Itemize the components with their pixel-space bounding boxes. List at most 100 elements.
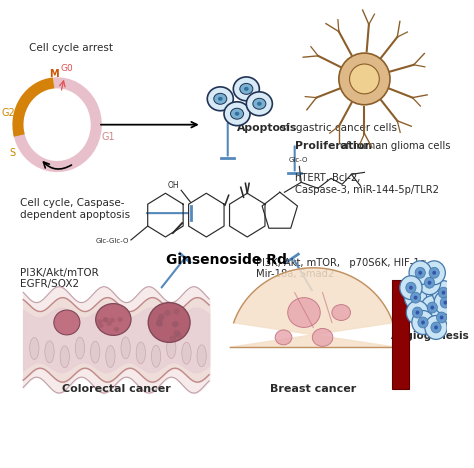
Text: Ginsenoside Rd: Ginsenoside Rd — [166, 253, 287, 267]
Circle shape — [419, 271, 422, 275]
Circle shape — [425, 315, 447, 339]
Ellipse shape — [312, 329, 333, 346]
Ellipse shape — [60, 346, 69, 368]
Ellipse shape — [156, 333, 163, 339]
Circle shape — [442, 291, 446, 295]
Ellipse shape — [246, 92, 273, 116]
Ellipse shape — [148, 303, 190, 343]
Ellipse shape — [151, 345, 161, 367]
Ellipse shape — [102, 317, 107, 322]
Ellipse shape — [30, 337, 39, 359]
Circle shape — [427, 302, 438, 313]
Ellipse shape — [182, 342, 191, 364]
Circle shape — [410, 292, 421, 303]
Ellipse shape — [175, 316, 182, 322]
Ellipse shape — [349, 64, 379, 94]
Circle shape — [414, 296, 418, 300]
Text: Cell cycle, Caspase-
dependent apoptosis: Cell cycle, Caspase- dependent apoptosis — [20, 198, 130, 220]
Circle shape — [440, 297, 450, 308]
Ellipse shape — [75, 337, 84, 359]
Ellipse shape — [151, 311, 157, 317]
Ellipse shape — [230, 108, 244, 119]
Ellipse shape — [174, 309, 181, 315]
Ellipse shape — [121, 337, 130, 359]
Circle shape — [434, 325, 438, 329]
Circle shape — [429, 267, 439, 278]
Circle shape — [406, 300, 428, 324]
Ellipse shape — [104, 318, 109, 322]
Ellipse shape — [235, 112, 239, 116]
Text: Glc-O: Glc-O — [289, 157, 308, 163]
Text: PI3K/Akt/mTOR
EGFR/SOX2: PI3K/Akt/mTOR EGFR/SOX2 — [20, 268, 99, 289]
Ellipse shape — [171, 326, 177, 332]
Ellipse shape — [197, 345, 206, 367]
Ellipse shape — [96, 304, 131, 336]
Ellipse shape — [54, 310, 80, 335]
Ellipse shape — [218, 97, 223, 101]
Ellipse shape — [240, 83, 253, 95]
Ellipse shape — [160, 316, 167, 322]
Ellipse shape — [332, 305, 350, 321]
Polygon shape — [229, 268, 397, 347]
Circle shape — [428, 281, 431, 285]
Text: S: S — [9, 147, 16, 158]
Text: Angiogenesis: Angiogenesis — [391, 331, 470, 341]
Ellipse shape — [233, 77, 259, 101]
Ellipse shape — [207, 87, 233, 111]
Ellipse shape — [175, 334, 182, 340]
Ellipse shape — [106, 345, 115, 367]
Ellipse shape — [110, 306, 116, 310]
Circle shape — [409, 285, 413, 290]
Ellipse shape — [164, 313, 170, 319]
Circle shape — [431, 322, 441, 333]
Text: Apoptosis: Apoptosis — [237, 123, 297, 132]
Circle shape — [430, 306, 434, 309]
Ellipse shape — [109, 314, 114, 319]
Circle shape — [412, 311, 434, 335]
Text: G1: G1 — [102, 132, 116, 142]
Text: of  gastric cancer cells: of gastric cancer cells — [276, 123, 397, 132]
Ellipse shape — [275, 330, 292, 345]
Text: hTERT, Bcl-2,
Caspase-3, miR-144-5p/TLR2: hTERT, Bcl-2, Caspase-3, miR-144-5p/TLR2 — [295, 173, 438, 195]
Circle shape — [438, 287, 448, 298]
Circle shape — [432, 281, 455, 305]
Ellipse shape — [179, 309, 185, 315]
Ellipse shape — [100, 321, 105, 326]
Text: M: M — [49, 69, 59, 79]
Circle shape — [437, 312, 447, 323]
Ellipse shape — [166, 336, 176, 358]
Circle shape — [432, 271, 436, 275]
Circle shape — [412, 307, 422, 318]
Ellipse shape — [173, 331, 180, 336]
Text: G2: G2 — [2, 108, 16, 118]
Circle shape — [421, 321, 425, 324]
Ellipse shape — [120, 328, 126, 333]
Circle shape — [415, 267, 425, 278]
Text: of human glioma cells: of human glioma cells — [337, 140, 450, 151]
Circle shape — [421, 296, 444, 320]
Ellipse shape — [244, 87, 249, 91]
Ellipse shape — [288, 298, 320, 328]
Circle shape — [424, 277, 435, 288]
Text: OH: OH — [168, 181, 179, 190]
Ellipse shape — [105, 316, 111, 322]
Text: Colorectal cancer: Colorectal cancer — [62, 384, 171, 394]
Ellipse shape — [253, 98, 266, 109]
Ellipse shape — [224, 102, 250, 125]
Ellipse shape — [162, 305, 169, 311]
Circle shape — [400, 276, 422, 300]
Circle shape — [430, 306, 453, 329]
Text: Cell cycle arrest: Cell cycle arrest — [29, 43, 113, 53]
Text: Breast cancer: Breast cancer — [270, 384, 356, 394]
Ellipse shape — [104, 307, 109, 313]
Circle shape — [419, 271, 441, 295]
Circle shape — [444, 300, 447, 305]
Bar — [392, 280, 409, 389]
Circle shape — [404, 285, 427, 309]
Text: G0: G0 — [60, 64, 73, 73]
Circle shape — [434, 291, 456, 314]
Ellipse shape — [91, 341, 100, 363]
Text: Proliferation: Proliferation — [295, 140, 372, 151]
Circle shape — [418, 317, 428, 328]
Ellipse shape — [339, 53, 390, 105]
